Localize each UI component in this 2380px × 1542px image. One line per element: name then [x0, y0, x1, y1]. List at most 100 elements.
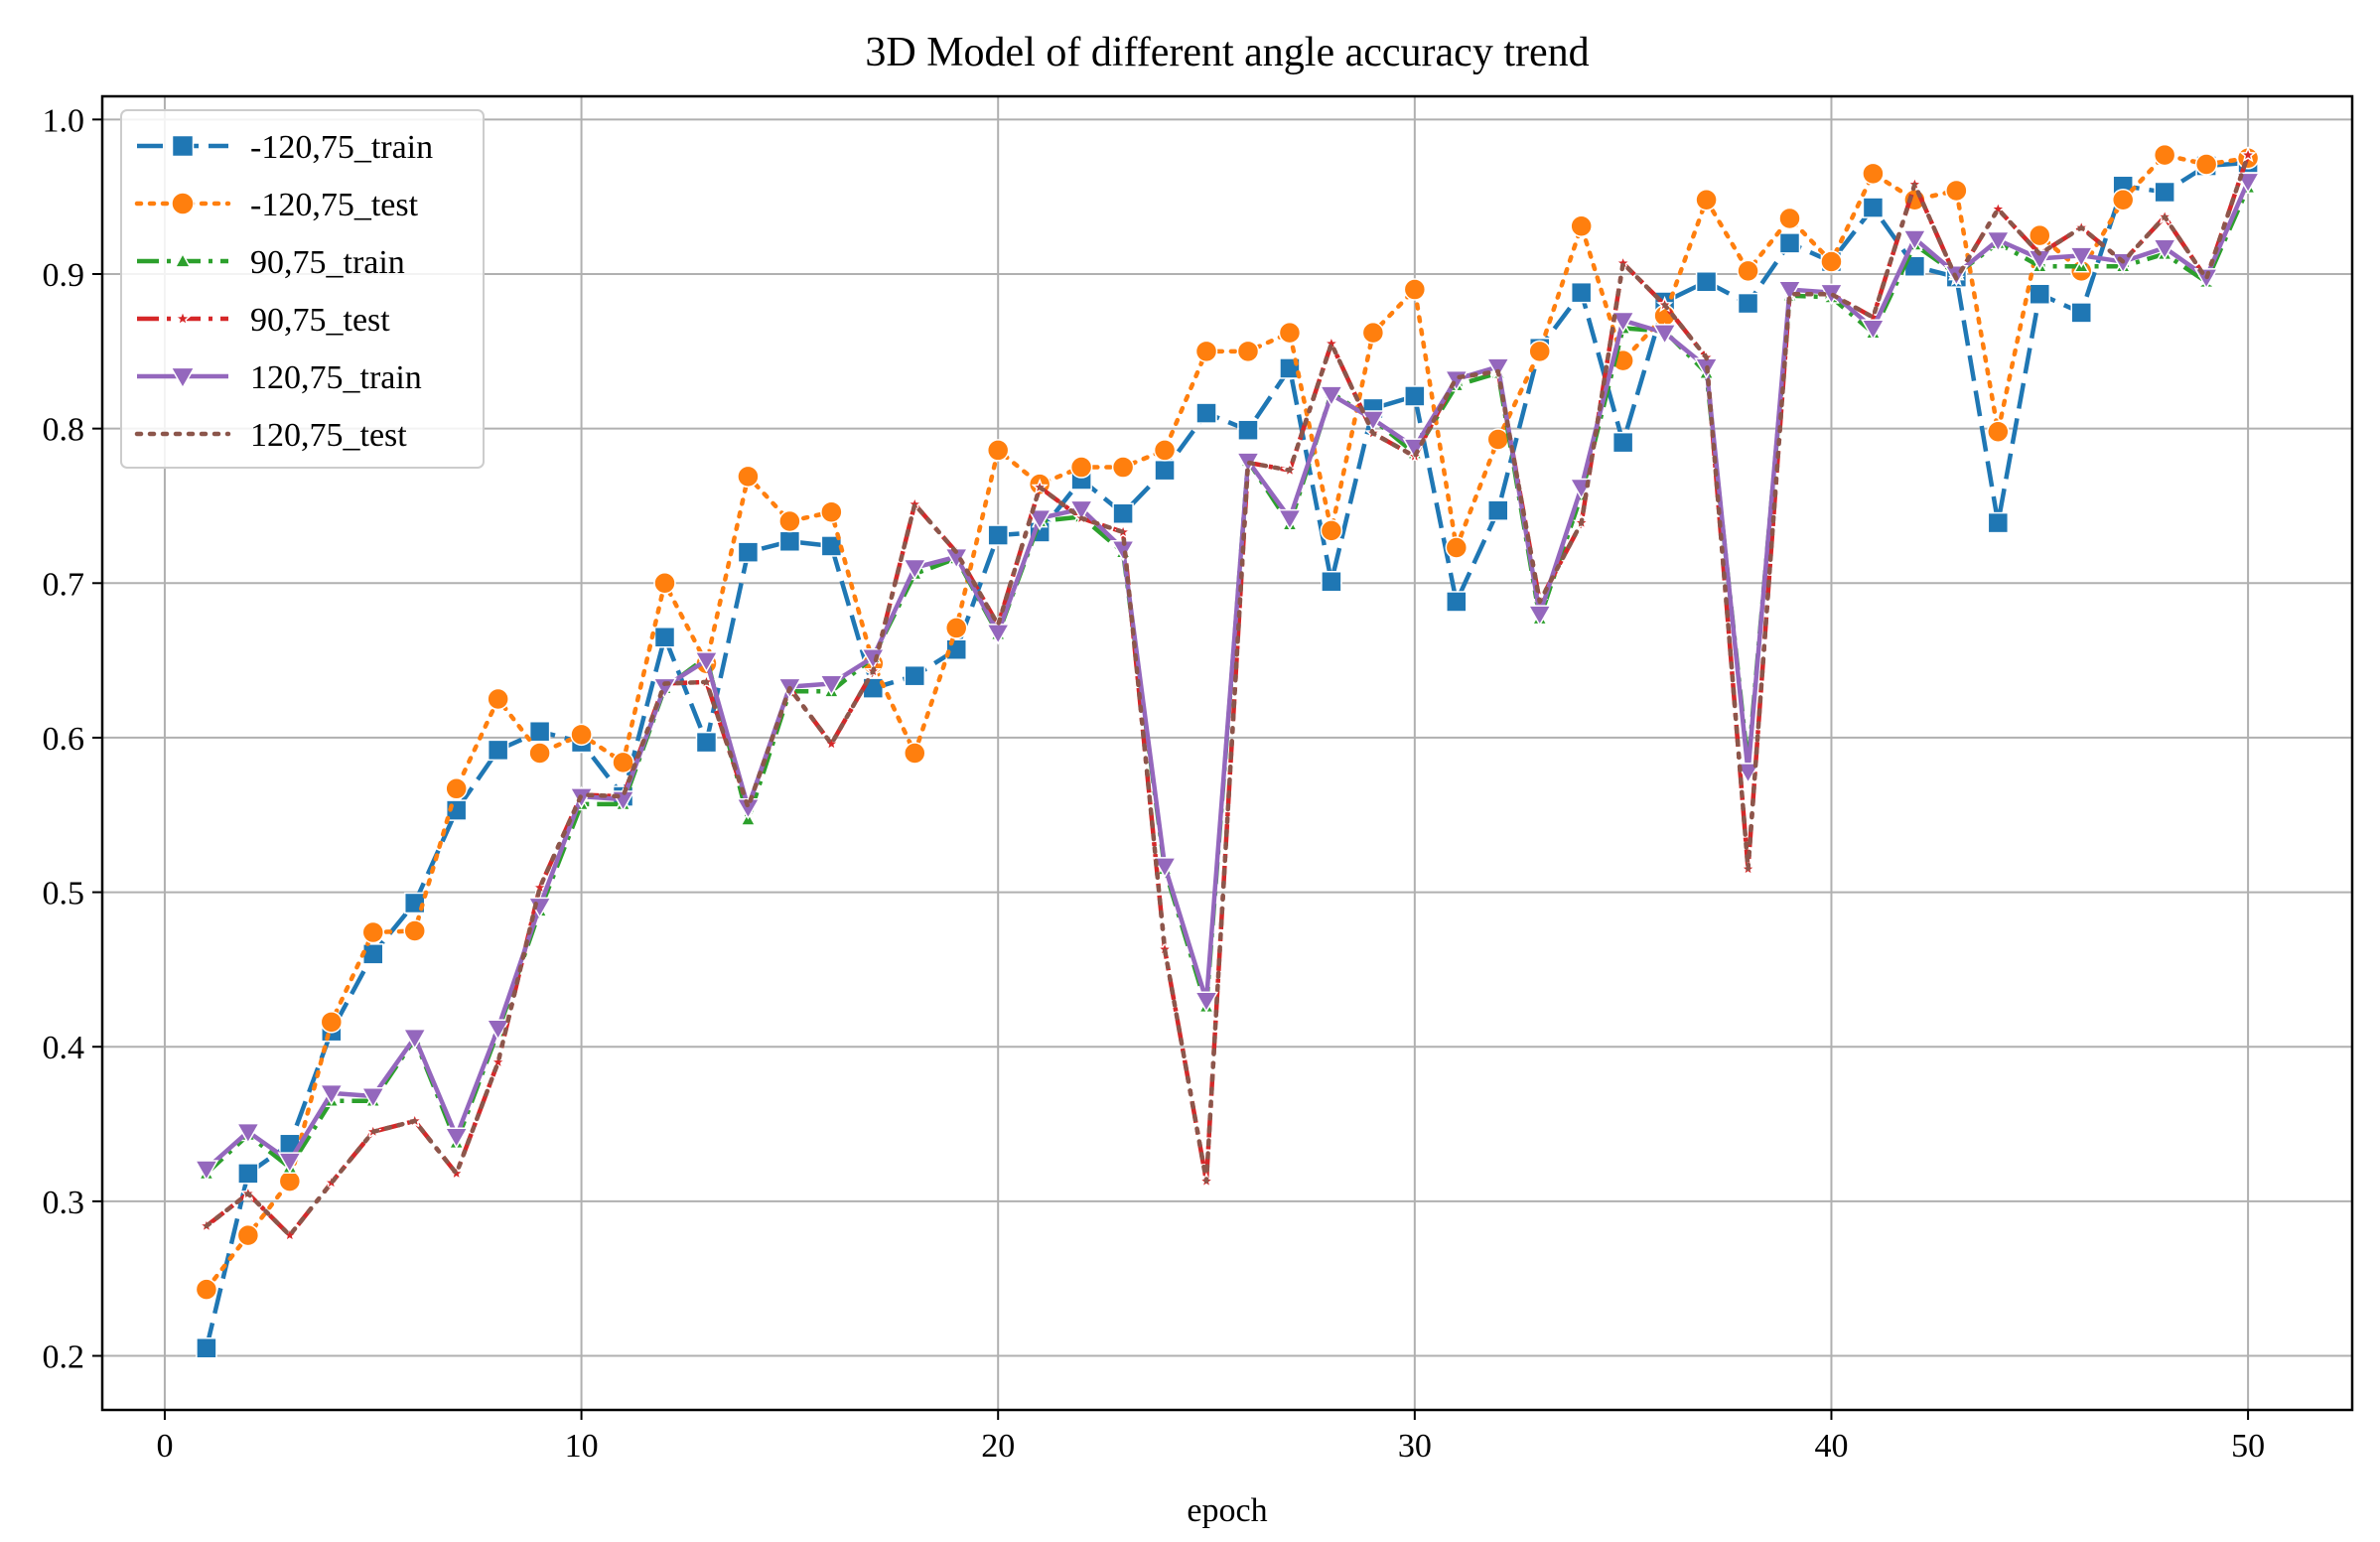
data-point — [1737, 292, 1759, 315]
data-point — [236, 1223, 260, 1247]
data-point — [1194, 340, 1218, 363]
data-point — [194, 1160, 219, 1182]
data-point — [1320, 519, 1343, 542]
data-point — [2027, 249, 2052, 271]
data-point — [402, 1028, 428, 1051]
legend-marker — [170, 366, 196, 390]
data-point — [902, 558, 927, 581]
data-point — [445, 777, 468, 800]
legend-marker — [174, 252, 192, 268]
data-point — [1404, 385, 1426, 407]
data-point — [904, 742, 926, 765]
series-line — [205, 180, 2251, 1171]
legend-entry: 90,75_test — [137, 302, 390, 339]
y-tick-label: 0.8 — [43, 412, 85, 449]
data-point — [653, 627, 676, 648]
data-point — [1277, 508, 1303, 531]
x-tick-label: 10 — [565, 1428, 599, 1465]
y-tick-label: 0.4 — [43, 1030, 85, 1066]
data-point — [1862, 162, 1885, 186]
data-point — [1027, 508, 1052, 531]
data-point — [1570, 281, 1593, 304]
data-point — [2068, 246, 2094, 268]
data-point — [362, 943, 384, 965]
legend-entry: -120,75_train — [137, 129, 433, 166]
data-point — [2194, 153, 2218, 176]
data-point — [944, 617, 968, 639]
data-point — [1195, 402, 1217, 424]
x-tick-label: 0 — [156, 1428, 173, 1465]
data-point — [319, 1083, 345, 1106]
legend-marker — [174, 309, 192, 327]
data-point — [487, 739, 509, 762]
y-tick-label: 0.3 — [43, 1185, 85, 1221]
y-tick-label: 0.7 — [43, 566, 85, 603]
data-point — [1112, 502, 1134, 524]
data-point — [2239, 146, 2257, 163]
legend-label: -120,75_test — [250, 187, 419, 223]
data-point — [403, 919, 426, 942]
data-point — [487, 687, 509, 711]
data-point — [695, 731, 718, 754]
data-point — [1154, 459, 1176, 482]
data-point — [1610, 311, 1635, 334]
data-point — [196, 1336, 217, 1359]
data-point — [360, 1087, 386, 1109]
data-point — [1777, 280, 1802, 303]
data-point — [778, 509, 801, 533]
data-point — [861, 647, 886, 670]
data-point — [2153, 143, 2176, 167]
data-point — [2154, 181, 2175, 204]
data-point — [1611, 431, 1634, 454]
data-point — [1403, 278, 1427, 301]
data-point — [1069, 456, 1093, 479]
y-tick-label: 0.2 — [43, 1339, 85, 1376]
data-point — [904, 664, 926, 687]
data-point — [1193, 991, 1219, 1014]
data-point — [1695, 271, 1718, 293]
data-point — [1153, 439, 1177, 462]
x-tick-label: 20 — [981, 1428, 1015, 1465]
data-point — [1861, 319, 1886, 341]
data-point — [1486, 428, 1510, 451]
legend-marker — [171, 134, 195, 158]
data-point — [1570, 214, 1593, 237]
x-tick-label: 40 — [1814, 1428, 1848, 1465]
legend-entry: 120,75_test — [134, 417, 407, 454]
legend-label: 120,75_train — [250, 359, 422, 396]
data-point — [237, 1163, 259, 1185]
legend-entry: 90,75_train — [137, 244, 405, 281]
data-point — [986, 439, 1010, 462]
data-point — [987, 524, 1009, 546]
legend-entry: 120,75_train — [137, 359, 422, 396]
data-point — [1737, 259, 1759, 283]
data-point — [778, 530, 801, 553]
data-point — [320, 1011, 344, 1034]
data-point — [1695, 189, 1718, 211]
data-point — [1237, 419, 1259, 441]
legend-label: 90,75_test — [250, 302, 390, 339]
legend: -120,75_train -120,75_test 90,75_train 90,7… — [120, 109, 485, 469]
x-tick-label: 50 — [2231, 1428, 2265, 1465]
legend-label: 90,75_train — [250, 244, 405, 281]
data-point — [736, 797, 761, 820]
data-point — [1152, 857, 1178, 879]
data-point — [2070, 302, 2092, 324]
series-120,75_test — [204, 152, 2251, 1238]
axis-ticks: 0 10 20 30 40 50 0.2 0.3 0.4 0.5 0.6 0.7 0.8 0.9 1.0 — [43, 102, 2266, 1465]
data-point — [1319, 385, 1344, 407]
plot-frame — [100, 94, 2354, 1412]
data-point — [820, 500, 843, 523]
data-point — [489, 1052, 507, 1070]
data-point — [1986, 230, 2011, 253]
data-point — [2029, 223, 2051, 247]
data-point — [1485, 357, 1511, 379]
data-point — [1361, 321, 1385, 345]
data-point — [1068, 499, 1094, 522]
chart-title: 3D Model of different angle accuracy tre… — [865, 30, 1589, 75]
data-point — [1528, 340, 1551, 363]
data-point — [2152, 238, 2177, 261]
y-tick-label: 0.6 — [43, 721, 85, 758]
data-point — [1278, 321, 1302, 345]
series-line — [204, 152, 2251, 1238]
